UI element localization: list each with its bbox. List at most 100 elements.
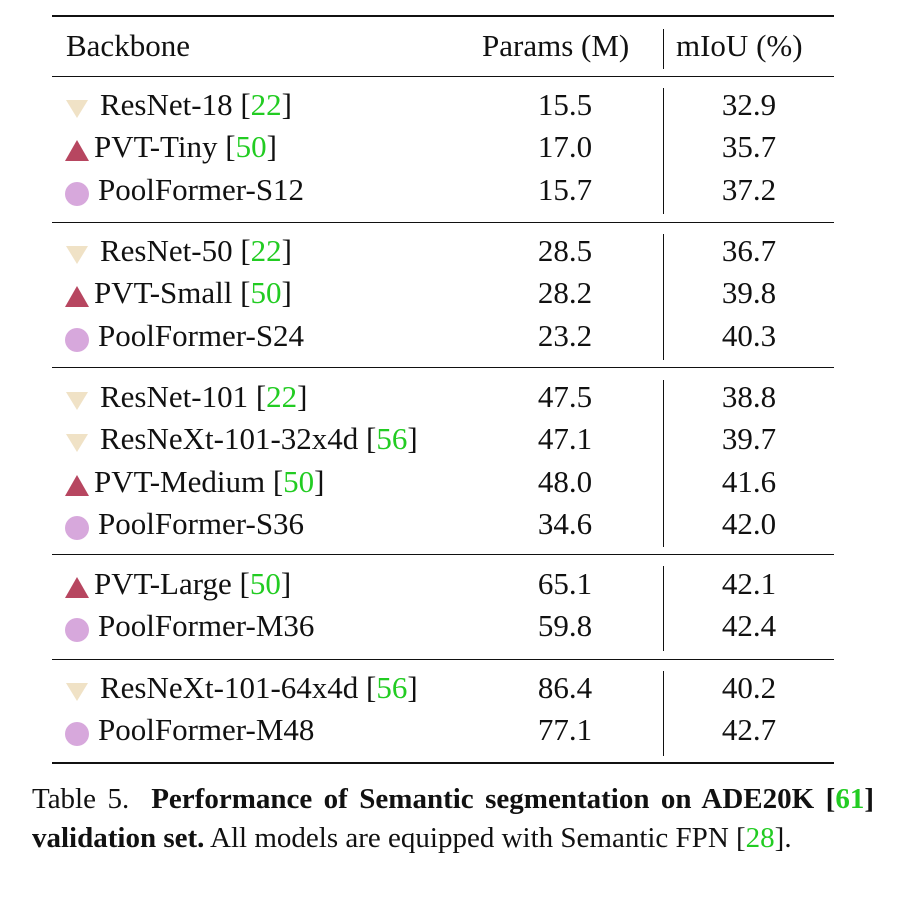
backbone-cell: PoolFormer-M48 <box>64 710 314 750</box>
backbone-name: ResNeXt-101-32x4d <box>100 421 359 457</box>
backbone-cell: ResNet-50 [22] <box>64 231 292 271</box>
backbone-name: PoolFormer-M48 <box>98 712 315 748</box>
backbone-name: PVT-Medium <box>94 463 266 499</box>
caption-label: Table 5. <box>32 783 130 815</box>
miou-cell: 42.1 <box>721 566 777 601</box>
caption-text-part2: ]. <box>774 822 792 854</box>
miou-cell: 39.7 <box>721 421 777 457</box>
column-header-params: Params (M) <box>482 28 630 63</box>
caption-bold-part1: Performance of Semantic segmentation on … <box>151 783 836 815</box>
column-header-miou: mIoU (%) <box>676 28 803 63</box>
ref-bracket-close: ] <box>281 275 292 311</box>
table-row: PVT-Tiny [50] 17.0 35.7 <box>0 127 898 167</box>
params-cell: 77.1 <box>537 712 593 748</box>
backbone-name: ResNeXt-101-64x4d <box>100 670 359 705</box>
triangle-down-icon <box>64 92 90 118</box>
ref-bracket-open: [ <box>217 129 236 165</box>
caption-bold-part2: ] validation set. <box>32 783 874 854</box>
caption-ref-61[interactable]: 61 <box>835 783 865 815</box>
ref-bracket-open: [ <box>232 233 251 268</box>
params-cell: 28.5 <box>537 233 593 268</box>
backbone-name: PVT-Small <box>94 275 233 311</box>
ref-bracket-close: ] <box>281 233 292 268</box>
backbone-name: ResNet-18 <box>100 87 233 122</box>
miou-cell: 39.8 <box>721 275 777 311</box>
triangle-down-icon <box>64 238 90 264</box>
triangle-down-icon <box>64 384 90 410</box>
ref-bracket-open: [ <box>232 87 251 122</box>
ref-bracket-open: [ <box>232 275 251 311</box>
circle-icon <box>64 177 90 206</box>
header-separator <box>663 29 665 69</box>
group-separator-1 <box>663 88 665 214</box>
backbone-cell: ResNet-18 [22] <box>64 85 292 125</box>
backbone-name: PoolFormer-S12 <box>98 171 305 207</box>
citation-link[interactable]: 56 <box>376 421 408 457</box>
citation-link[interactable]: 22 <box>266 379 298 414</box>
citation-link[interactable]: 56 <box>376 670 408 705</box>
triangle-up-icon <box>64 134 90 162</box>
ref-bracket-open: [ <box>248 379 267 414</box>
caption-bold-text: Performance of Semantic segmentation on … <box>32 783 874 854</box>
citation-link[interactable]: 22 <box>250 87 282 122</box>
triangle-down-icon <box>64 675 90 701</box>
circle-icon <box>64 323 90 352</box>
group-rule-3 <box>52 554 834 556</box>
backbone-name: PoolFormer-M36 <box>98 608 315 644</box>
group-rule-2 <box>52 367 834 369</box>
table-top-rule <box>52 15 834 17</box>
group-separator-5 <box>663 671 665 756</box>
miou-cell: 32.9 <box>721 87 777 122</box>
miou-cell: 35.7 <box>721 129 777 165</box>
circle-icon <box>64 717 90 747</box>
column-header-backbone: Backbone <box>66 28 190 63</box>
group-rule-4 <box>52 659 834 661</box>
table-row: PoolFormer-S12 15.7 37.2 <box>0 170 898 210</box>
table-bottom-rule <box>52 762 834 764</box>
backbone-cell: PVT-Medium [50] <box>64 462 325 502</box>
triangle-up-icon <box>64 469 90 496</box>
table-row: PoolFormer-M48 77.1 42.7 <box>0 710 898 750</box>
miou-cell: 41.6 <box>721 463 777 499</box>
triangle-down-icon <box>64 426 90 453</box>
citation-link[interactable]: 50 <box>250 275 282 311</box>
miou-cell: 42.0 <box>721 505 777 541</box>
backbone-cell: PVT-Large [50] <box>64 564 291 604</box>
caption-ref-28[interactable]: 28 <box>745 822 775 854</box>
table-caption: Table 5. Performance of Semantic segmenta… <box>32 780 874 858</box>
miou-cell: 40.2 <box>721 670 777 705</box>
table-row: PoolFormer-M36 59.8 42.4 <box>0 606 898 646</box>
miou-cell: 37.2 <box>721 171 777 207</box>
citation-link[interactable]: 50 <box>249 566 281 601</box>
params-cell: 17.0 <box>537 129 593 165</box>
params-cell: 34.6 <box>537 505 593 541</box>
table-row: PVT-Large [50] 65.1 42.1 <box>0 564 898 604</box>
backbone-cell: PoolFormer-S24 <box>64 316 304 356</box>
table-row: PVT-Medium [50] 48.0 41.6 <box>0 462 898 502</box>
params-cell: 86.4 <box>537 670 593 705</box>
table-row: ResNeXt-101-64x4d [56] 86.4 40.2 <box>0 668 898 708</box>
backbone-cell: PoolFormer-S36 <box>64 504 304 544</box>
ref-bracket-open: [ <box>358 670 377 705</box>
group-separator-2 <box>663 234 665 360</box>
backbone-cell: PVT-Tiny [50] <box>64 127 277 167</box>
citation-link[interactable]: 50 <box>283 463 315 499</box>
table-row: PoolFormer-S24 23.2 40.3 <box>0 316 898 356</box>
backbone-name: PoolFormer-S36 <box>98 505 305 541</box>
group-rule-1 <box>52 222 834 224</box>
miou-cell: 40.3 <box>721 317 777 353</box>
params-cell: 65.1 <box>537 566 593 601</box>
citation-link[interactable]: 22 <box>250 233 282 268</box>
table-row: ResNet-18 [22] 15.5 32.9 <box>0 85 898 125</box>
group-separator-4 <box>663 566 665 651</box>
ref-bracket-close: ] <box>297 379 308 414</box>
table-row: ResNet-101 [22] 47.5 38.8 <box>0 377 898 417</box>
ref-bracket-open: [ <box>358 421 377 457</box>
backbone-cell: PoolFormer-M36 <box>64 606 314 646</box>
circle-icon <box>64 613 90 643</box>
miou-cell: 42.4 <box>721 608 777 644</box>
citation-link[interactable]: 50 <box>235 129 267 165</box>
caption-text-part1: All models are equipped with Semantic FP… <box>204 822 746 854</box>
header-rule <box>52 76 834 78</box>
miou-cell: 36.7 <box>721 233 777 268</box>
